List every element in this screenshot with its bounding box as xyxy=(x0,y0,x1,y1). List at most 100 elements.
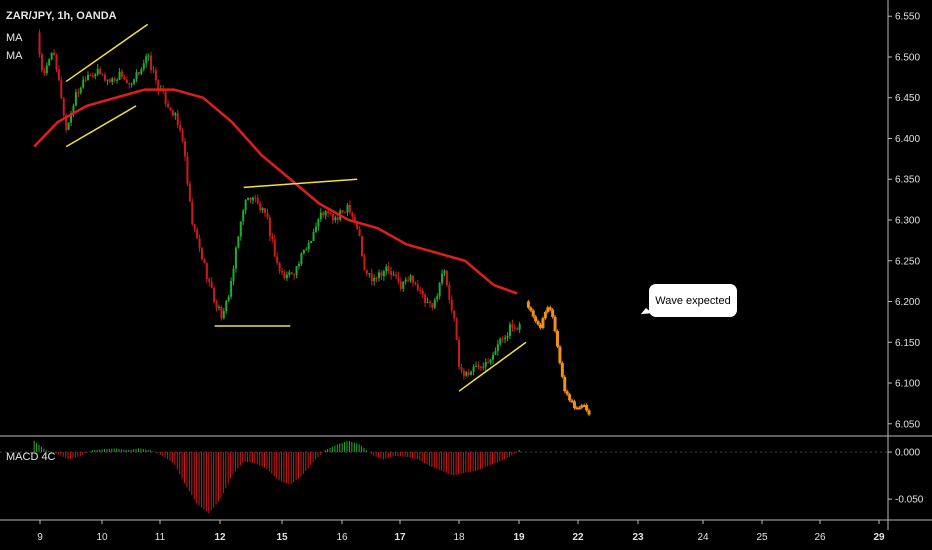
candle-bull xyxy=(87,74,90,81)
candle-bear xyxy=(361,235,364,257)
candle-bear xyxy=(220,306,223,319)
candle-bear xyxy=(53,52,56,56)
candle-bear xyxy=(363,256,366,270)
candle-bear xyxy=(208,279,211,283)
forecast-candle xyxy=(565,391,569,395)
candle-bull xyxy=(475,365,478,367)
trendline[interactable] xyxy=(243,178,358,189)
candle-bull xyxy=(392,274,395,276)
candle-bull xyxy=(96,68,99,75)
candle-bull xyxy=(494,351,497,355)
candle-bear xyxy=(259,203,262,211)
candle-bull xyxy=(70,113,73,123)
price-axis[interactable]: 6.550 6.500 6.450 6.400 6.350 6.300 6.250 6.200… xyxy=(888,12,920,431)
candle-bull xyxy=(324,211,327,216)
macd-tick-label: 0.000 xyxy=(895,448,920,459)
candle-bull xyxy=(404,279,407,282)
forecast-candle xyxy=(575,407,579,410)
candle-bull xyxy=(111,78,114,83)
forecast-candle xyxy=(558,346,562,364)
candle-bear xyxy=(264,208,267,213)
candle-bull xyxy=(465,372,468,376)
macd-pane[interactable] xyxy=(0,440,888,514)
candle-bull xyxy=(45,65,48,74)
candle-bull xyxy=(482,366,485,368)
candle-bear xyxy=(419,290,422,292)
candle-bear xyxy=(455,318,458,341)
forecast-candle xyxy=(526,301,530,308)
candle-bull xyxy=(147,55,150,57)
ma-legend-2[interactable]: MA xyxy=(6,50,23,62)
candle-bear xyxy=(356,222,359,230)
candle-bear xyxy=(210,282,213,289)
candle-bear xyxy=(186,156,189,184)
candle-bear xyxy=(329,212,332,215)
candle-bull xyxy=(489,359,492,363)
candle-bull xyxy=(50,52,53,60)
candle-bear xyxy=(215,302,218,308)
candle-bear xyxy=(123,76,126,80)
candle-bear xyxy=(414,282,417,285)
time-tick-label: 10 xyxy=(96,532,108,543)
candle-bear xyxy=(397,276,400,282)
candle-bear xyxy=(365,269,368,274)
candle-bull xyxy=(300,253,303,265)
callout-bubble[interactable]: Wave expected xyxy=(649,284,737,317)
candle-bear xyxy=(181,130,184,142)
candle-bear xyxy=(487,362,490,364)
trendline[interactable] xyxy=(458,341,527,392)
candle-bull xyxy=(227,296,230,301)
trendline[interactable] xyxy=(65,23,149,83)
candle-bull xyxy=(378,272,381,279)
candle-bear xyxy=(450,299,453,311)
candle-bear xyxy=(399,281,402,289)
candle-bear xyxy=(281,271,284,273)
price-tick-label: 6.450 xyxy=(895,93,920,104)
forecast-candle xyxy=(582,405,586,408)
macd-axis[interactable]: 0.000 -0.050 xyxy=(888,448,924,506)
candle-bear xyxy=(271,236,274,240)
time-axis[interactable]: 9 10 11 12 15 16 17 18 19 22 23 24 25 26 29 xyxy=(37,520,885,543)
candle-bull xyxy=(506,335,509,338)
symbol-legend[interactable]: ZAR/JPY, 1h, OANDA xyxy=(6,10,117,22)
forecast-candle xyxy=(531,310,535,317)
candle-bull xyxy=(496,344,499,352)
candle-bull xyxy=(222,311,225,319)
candle-bear xyxy=(358,229,361,236)
candle-bear xyxy=(462,370,465,376)
candle-bear xyxy=(43,70,46,74)
price-pane[interactable] xyxy=(0,0,932,530)
candle-bear xyxy=(103,74,106,81)
candle-bear xyxy=(375,277,378,279)
candle-bull xyxy=(116,79,119,81)
price-tick-label: 6.250 xyxy=(895,256,920,267)
time-tick-label: 26 xyxy=(814,532,826,543)
candle-bear xyxy=(411,275,414,283)
candle-bear xyxy=(348,205,351,213)
trendline[interactable] xyxy=(65,105,137,148)
candle-bull xyxy=(504,337,507,340)
forecast-candle xyxy=(568,394,572,401)
price-tick-label: 6.300 xyxy=(895,216,920,227)
forecast-candle xyxy=(553,316,557,332)
candle-bear xyxy=(394,274,397,277)
candle-bull xyxy=(472,366,475,372)
candle-bull xyxy=(307,242,310,250)
candle-bear xyxy=(256,198,259,204)
candle-bear xyxy=(101,74,104,76)
candle-bull xyxy=(295,266,298,276)
candle-bear xyxy=(511,324,514,328)
time-tick-label: 11 xyxy=(155,532,166,543)
macd-legend[interactable]: MACD 4C xyxy=(6,451,56,463)
candle-bull xyxy=(441,273,444,284)
candle-bull xyxy=(297,264,300,267)
candle-bear xyxy=(60,80,63,99)
ma-legend[interactable]: MA xyxy=(6,32,23,44)
candle-bear xyxy=(501,338,504,340)
candle-bear xyxy=(125,79,128,84)
forecast-candle xyxy=(560,363,564,377)
candle-bull xyxy=(312,232,315,242)
price-tick-label: 6.050 xyxy=(895,419,920,430)
moving-average-line[interactable] xyxy=(33,88,518,295)
